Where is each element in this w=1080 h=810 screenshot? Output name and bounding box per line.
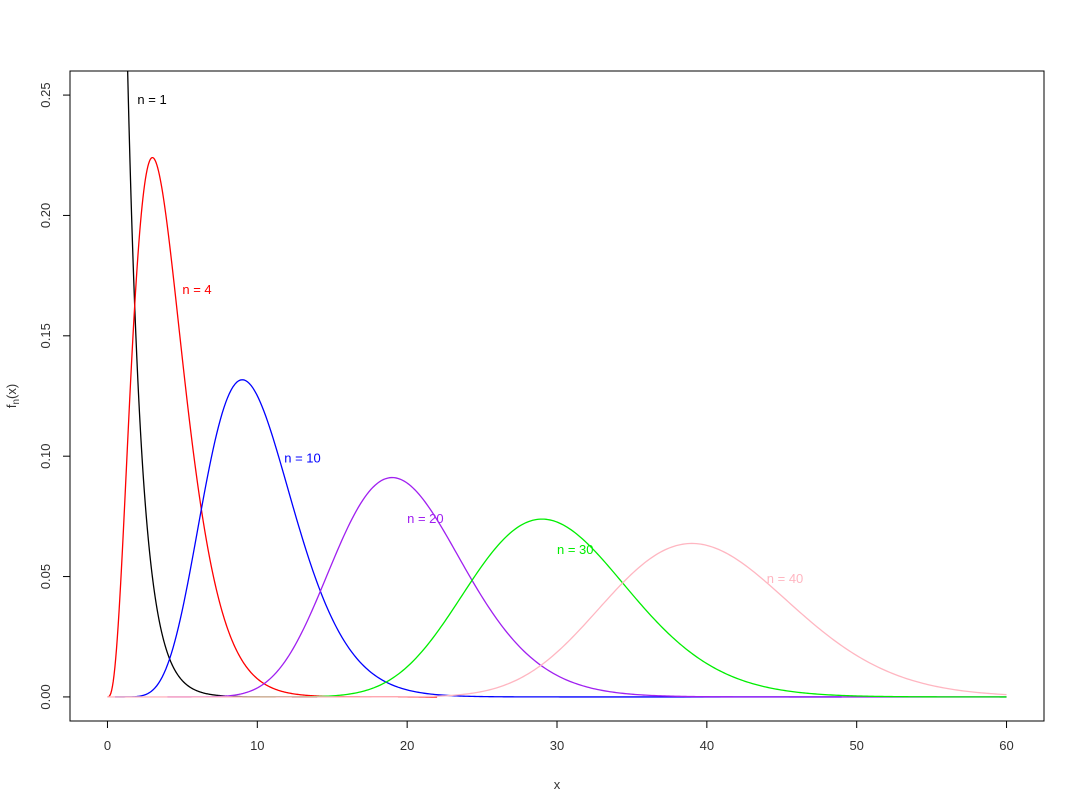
x-tick-label: 20 — [400, 738, 414, 753]
y-tick-label: 0.00 — [38, 684, 53, 709]
series-labels: n = 1 n = 4 n = 10 n = 20 n = 30 n = 40 — [137, 92, 803, 586]
series-label-40: n = 40 — [767, 571, 804, 586]
series-line-40 — [107, 542, 1007, 698]
y-tick-label: 0.20 — [38, 203, 53, 228]
series-label-4: n = 4 — [182, 282, 211, 297]
series-line-20 — [167, 476, 1007, 698]
x-tick-label: 60 — [999, 738, 1013, 753]
y-axis-label-tail: (x) — [4, 384, 19, 399]
y-tick-label: 0.25 — [38, 82, 53, 107]
y-axis-label-main: f — [4, 404, 19, 408]
y-axis: 0.00 0.05 0.10 0.15 0.20 0.25 — [38, 82, 71, 710]
x-tick-label: 10 — [250, 738, 264, 753]
x-axis: 0 10 20 30 40 50 60 — [104, 720, 1014, 753]
x-tick-label: 30 — [550, 738, 564, 753]
x-tick-label: 0 — [104, 738, 111, 753]
x-tick-label: 40 — [700, 738, 714, 753]
series-line-30 — [242, 518, 1007, 698]
series-label-10: n = 10 — [284, 451, 321, 466]
y-tick-label: 0.15 — [38, 323, 53, 348]
y-axis-label: fn(x) — [4, 384, 22, 408]
series-label-1: n = 1 — [137, 92, 166, 107]
series-label-30: n = 30 — [557, 542, 594, 557]
y-tick-label: 0.05 — [38, 564, 53, 589]
series-layer — [107, 71, 1007, 698]
x-tick-label: 50 — [849, 738, 863, 753]
y-tick-label: 0.10 — [38, 444, 53, 469]
series-label-20: n = 20 — [407, 511, 444, 526]
y-axis-label-sub: n — [11, 399, 22, 405]
x-axis-label: x — [554, 777, 561, 792]
